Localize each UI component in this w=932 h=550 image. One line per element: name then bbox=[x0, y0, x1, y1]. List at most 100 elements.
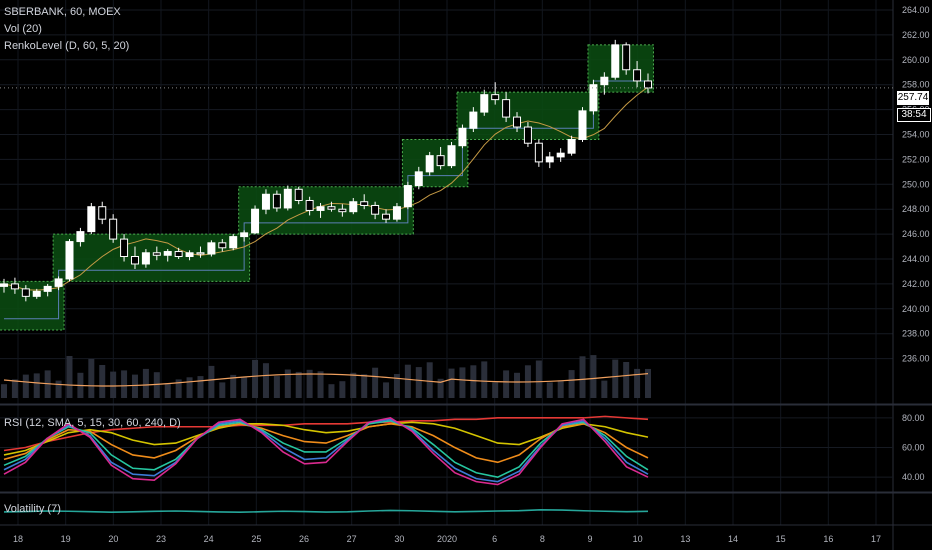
candle-body bbox=[207, 242, 216, 255]
renko-legend[interactable]: RenkoLevel (D, 60, 5, 20) bbox=[4, 40, 130, 52]
volume-bar bbox=[470, 365, 477, 398]
volume-bar bbox=[142, 368, 149, 398]
time-tick-label: 20 bbox=[108, 534, 118, 544]
volume-bar bbox=[645, 368, 651, 398]
volume-bar bbox=[99, 365, 106, 398]
candle-body bbox=[349, 201, 358, 213]
candle-body bbox=[163, 251, 172, 256]
volume-bar bbox=[230, 374, 237, 398]
renko-box bbox=[401, 138, 469, 188]
candle-body bbox=[502, 99, 511, 118]
time-tick-label: 15 bbox=[776, 534, 786, 544]
volume-bar bbox=[361, 374, 368, 398]
price-tick-label: 254.00 bbox=[902, 130, 930, 140]
volume-bar bbox=[404, 364, 411, 398]
rsi-tick-label: 40.00 bbox=[902, 472, 925, 482]
candle-body bbox=[87, 206, 96, 233]
candle-body bbox=[545, 156, 554, 163]
candle-body bbox=[316, 206, 325, 211]
volume-bar bbox=[241, 377, 248, 398]
volume-bar bbox=[121, 370, 128, 398]
rsi-legend[interactable]: RSI (12, SMA, 5, 15, 30, 60, 240, D) bbox=[4, 417, 181, 429]
volume-bar bbox=[448, 368, 455, 398]
volume-bar bbox=[634, 368, 641, 398]
candle-body bbox=[622, 44, 631, 71]
candle-body bbox=[272, 193, 281, 209]
price-tick-label: 248.00 bbox=[902, 204, 930, 214]
volatility-line bbox=[3, 508, 649, 514]
volume-bar bbox=[557, 380, 564, 398]
candle-body bbox=[403, 185, 412, 208]
volume-bar bbox=[88, 359, 95, 398]
candle-body bbox=[382, 213, 391, 220]
candle-body bbox=[54, 278, 63, 287]
volume-bar bbox=[219, 382, 226, 398]
candle-body bbox=[600, 76, 609, 86]
volume-bar bbox=[66, 356, 73, 398]
volume-bar bbox=[11, 379, 18, 398]
candle-body bbox=[240, 232, 249, 238]
candle-body bbox=[152, 252, 161, 256]
candle-body bbox=[98, 206, 107, 220]
price-tick-label: 260.00 bbox=[902, 55, 930, 65]
candle-body bbox=[589, 84, 598, 112]
price-tick-label: 252.00 bbox=[902, 154, 930, 164]
volume-bar bbox=[481, 361, 488, 398]
candle-body bbox=[567, 138, 576, 154]
candle-body bbox=[436, 155, 445, 167]
volume-ma-line bbox=[3, 373, 649, 387]
candle-body bbox=[283, 188, 292, 209]
renko-box bbox=[52, 233, 251, 282]
volume-bar bbox=[503, 370, 510, 398]
candle-body bbox=[371, 204, 380, 215]
price-tick-label: 264.00 bbox=[902, 5, 930, 15]
candle-body bbox=[469, 111, 478, 129]
volume-bar bbox=[535, 360, 542, 398]
time-tick-label: 27 bbox=[347, 534, 357, 544]
volume-legend[interactable]: Vol (20) bbox=[4, 23, 42, 35]
time-tick-label: 14 bbox=[728, 534, 738, 544]
price-tick-label: 244.00 bbox=[902, 254, 930, 264]
price-tick-label: 250.00 bbox=[902, 179, 930, 189]
volume-bar bbox=[339, 381, 346, 398]
volume-bar bbox=[110, 371, 117, 398]
volatility-legend[interactable]: Volatility (7) bbox=[4, 503, 61, 515]
volume-bar bbox=[295, 371, 302, 398]
volume-bar bbox=[393, 374, 400, 398]
volume-bar bbox=[383, 382, 390, 398]
volume-bar bbox=[273, 376, 280, 398]
volume-bar bbox=[252, 359, 259, 398]
candle-body bbox=[425, 155, 434, 173]
candle-body bbox=[523, 126, 532, 144]
symbol-legend[interactable]: SBERBANK, 60, MOEX bbox=[4, 6, 121, 18]
volume-bar bbox=[197, 376, 204, 398]
candle-body bbox=[109, 218, 118, 240]
volume-bar bbox=[22, 374, 29, 398]
time-tick-label: 26 bbox=[299, 534, 309, 544]
volume-bar bbox=[514, 372, 521, 398]
volume-bar bbox=[579, 356, 586, 398]
time-tick-label: 6 bbox=[492, 534, 497, 544]
candle-body bbox=[491, 94, 500, 101]
time-tick-label: 16 bbox=[823, 534, 833, 544]
rsi-series-line bbox=[3, 420, 649, 479]
price-tick-label: 262.00 bbox=[902, 30, 930, 40]
time-tick-label: 10 bbox=[633, 534, 643, 544]
volume-bar bbox=[186, 377, 193, 398]
time-tick-label: 19 bbox=[61, 534, 71, 544]
candle-body bbox=[305, 199, 314, 211]
candle-body bbox=[414, 171, 423, 187]
time-tick-label: 18 bbox=[13, 534, 23, 544]
candle-body bbox=[32, 290, 41, 297]
candle-body bbox=[513, 116, 522, 128]
time-tick-label: 23 bbox=[156, 534, 166, 544]
volume-bar bbox=[55, 380, 62, 398]
volume-bar bbox=[328, 384, 335, 398]
volume-bar bbox=[492, 382, 499, 398]
candle-body bbox=[229, 236, 238, 249]
volume-bar bbox=[306, 369, 313, 398]
rsi-series-line bbox=[3, 422, 649, 464]
candle-body bbox=[196, 252, 205, 255]
rsi-tick-label: 80.00 bbox=[902, 413, 925, 423]
